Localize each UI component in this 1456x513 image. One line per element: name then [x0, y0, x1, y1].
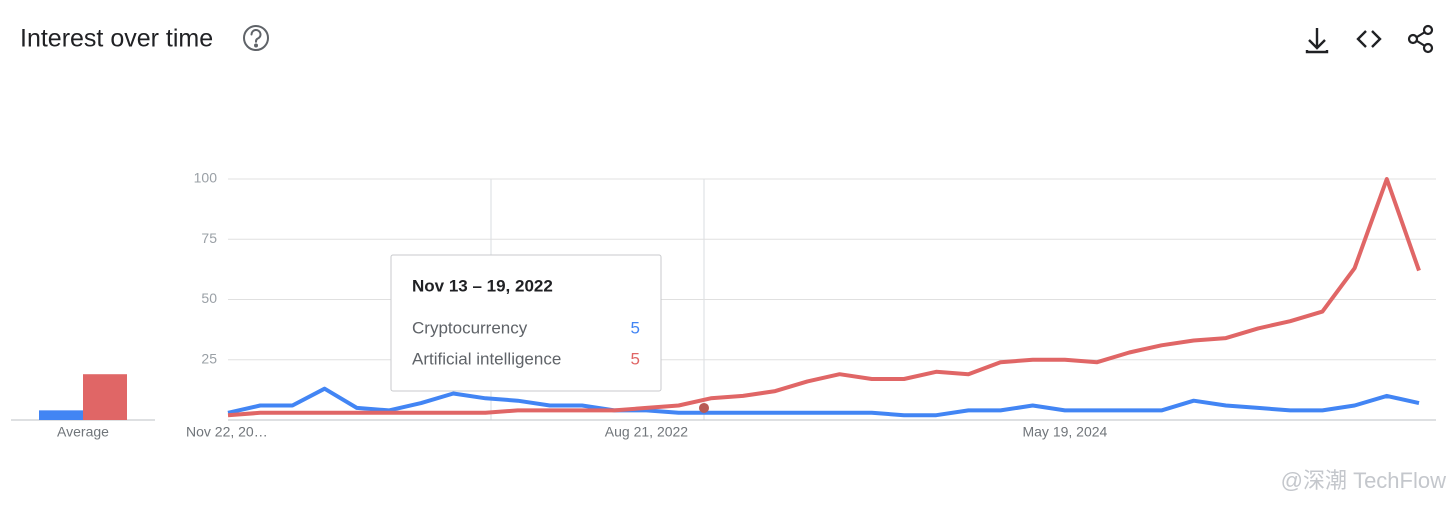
tooltip-series: Cryptocurrency — [412, 318, 528, 337]
watermark: @深潮 TechFlow — [1281, 468, 1446, 493]
y-tick-label: 100 — [194, 170, 218, 186]
tooltip-series: Artificial intelligence — [412, 349, 561, 368]
x-tick-label: Aug 21, 2022 — [605, 424, 689, 440]
help-icon[interactable] — [243, 25, 269, 51]
embed-icon[interactable] — [1356, 30, 1382, 48]
average-bar — [83, 374, 127, 420]
series-line — [227, 386, 1420, 418]
average-bar — [39, 410, 83, 420]
x-tick-label: Nov 22, 20… — [186, 424, 268, 440]
y-tick-label: 50 — [201, 290, 217, 306]
y-tick-label: 25 — [201, 350, 217, 366]
tooltip-value: 5 — [631, 318, 640, 337]
tooltip-title: Nov 13 – 19, 2022 — [412, 276, 553, 295]
chart-title: Interest over time — [20, 25, 213, 53]
download-icon[interactable] — [1305, 28, 1329, 54]
tooltip-value: 5 — [631, 349, 640, 368]
y-tick-label: 75 — [201, 230, 217, 246]
series-line — [227, 177, 1421, 418]
x-tick-label: May 19, 2024 — [1022, 424, 1107, 440]
tooltip: Nov 13 – 19, 2022 Cryptocurrency 5 Artif… — [390, 254, 662, 392]
share-icon[interactable] — [1407, 24, 1434, 54]
hover-dot — [699, 402, 709, 413]
average-label: Average — [57, 424, 109, 440]
